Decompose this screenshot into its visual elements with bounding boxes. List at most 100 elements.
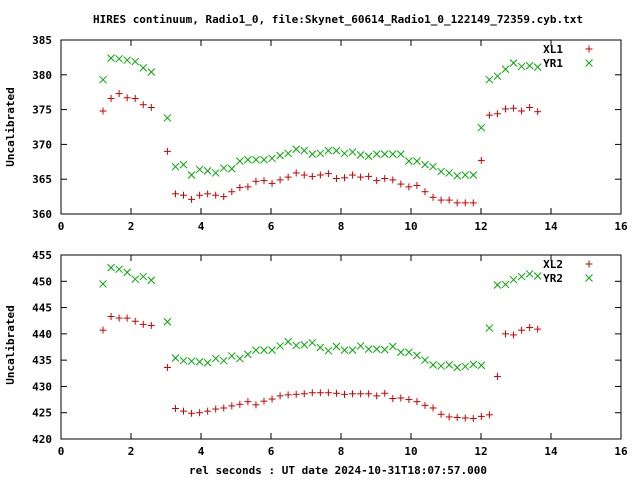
data-point-yr2 [501,280,510,289]
data-point-yr1 [421,160,429,169]
data-point-xl2 [413,398,421,406]
data-point-yr1 [405,157,413,165]
data-point-yr1 [300,146,309,155]
legend-label-yr1: YR1 [543,57,563,70]
data-point-yr2 [461,362,470,371]
data-point-yr1 [469,171,478,179]
data-point-yr1 [493,72,502,81]
data-point-xl2 [244,398,252,406]
data-point-xl1 [308,172,316,180]
data-point-yr2 [372,345,381,353]
data-point-yr2 [533,272,542,280]
data-point-xl1 [373,177,381,185]
panel-2: 0 2 4 6 8 10 12 14 16 420 425 430 435 440 445 450 455 XL2… [32,249,628,458]
data-point-yr2 [348,346,357,355]
data-point-xl2 [461,414,469,422]
data-point-xl1 [163,147,171,155]
data-point-xl1 [357,173,365,181]
data-point-xl2 [139,320,147,328]
data-point-xl2 [526,324,534,332]
data-point-xl2 [485,411,493,419]
data-point-xl1 [534,108,542,116]
y-tick-label: 440 [32,328,52,341]
x-tick-label: 12 [474,220,487,233]
y-tick-label: 435 [32,354,52,367]
legend-label-yr2: YR2 [543,272,563,285]
data-point-yr2 [477,361,486,370]
data-point-xl1 [131,94,139,102]
data-point-yr1 [107,54,115,62]
data-point-xl1 [228,188,236,196]
data-point-xl1 [365,172,373,180]
y-axis-label-bottom: Uncalibrated [4,305,17,384]
x-tick-label: 6 [268,445,275,458]
y-tick-label: 380 [32,69,52,82]
legend-marker-xl2 [585,260,593,268]
data-point-xl1 [115,90,123,98]
data-point-yr1 [348,148,357,156]
data-point-yr2 [396,348,405,357]
data-point-xl1 [147,104,155,112]
data-point-xl2 [324,389,332,397]
data-point-yr2 [332,342,341,351]
data-point-xl2 [99,326,107,334]
data-point-xl1 [212,191,220,199]
data-point-xl2 [469,414,477,422]
data-point-xl2 [373,392,381,400]
data-point-xl1 [477,156,485,164]
data-point-xl2 [437,410,445,418]
data-point-xl2 [236,400,244,408]
data-point-yr1 [445,169,454,177]
data-point-xl1 [397,180,405,188]
x-tick-label: 14 [544,445,558,458]
data-point-yr2 [276,342,284,350]
data-point-yr2 [525,270,534,278]
data-point-xl1 [284,173,292,181]
data-point-yr2 [405,348,413,357]
y-tick-label: 385 [32,34,52,47]
data-point-xl1 [220,193,228,201]
data-point-xl1 [292,169,300,177]
x-tick-label: 8 [338,220,345,233]
data-point-yr2 [163,317,172,326]
data-point-yr2 [300,341,309,349]
data-point-xl2 [292,390,300,398]
data-point-yr2 [123,268,132,277]
data-point-yr1 [163,114,172,122]
data-point-yr1 [195,165,204,174]
data-point-yr1 [284,149,293,158]
x-tick-label: 2 [128,220,135,233]
data-point-xl1 [518,107,526,115]
data-point-xl1 [236,184,244,192]
y-tick-label: 450 [32,275,52,288]
data-point-yr2 [485,324,494,332]
data-point-yr2 [453,363,462,372]
data-point-xl1 [300,171,308,179]
data-point-xl1 [381,175,389,183]
data-point-xl2 [421,401,429,409]
data-point-yr1 [139,63,148,72]
data-point-yr2 [364,345,373,353]
x-tick-label: 10 [404,445,417,458]
data-point-xl2 [212,405,220,413]
data-point-xl2 [534,325,542,333]
x-axis-label: rel seconds : UT date 2024-10-31T18:07:5… [189,464,487,477]
data-point-yr1 [219,164,228,172]
data-point-xl1 [405,183,413,191]
data-point-xl2 [123,314,131,322]
legend-marker-yr1 [585,59,593,67]
data-point-yr1 [131,57,140,66]
data-point-yr1 [380,150,389,158]
y-tick-label: 370 [32,138,52,151]
x-tick-label: 0 [58,445,65,458]
data-point-yr1 [187,171,196,179]
data-point-yr1 [227,164,236,173]
y-axis-label-top: Uncalibrated [4,87,17,166]
legend-label-xl2: XL2 [543,258,563,271]
data-point-xl1 [389,176,397,184]
y-tick-label: 360 [32,208,52,221]
data-point-yr1 [292,145,301,154]
data-point-yr2 [115,265,123,274]
chart-title: HIRES continuum, Radio1_0, file:Skynet_6… [93,13,583,26]
data-point-yr2 [437,362,445,370]
